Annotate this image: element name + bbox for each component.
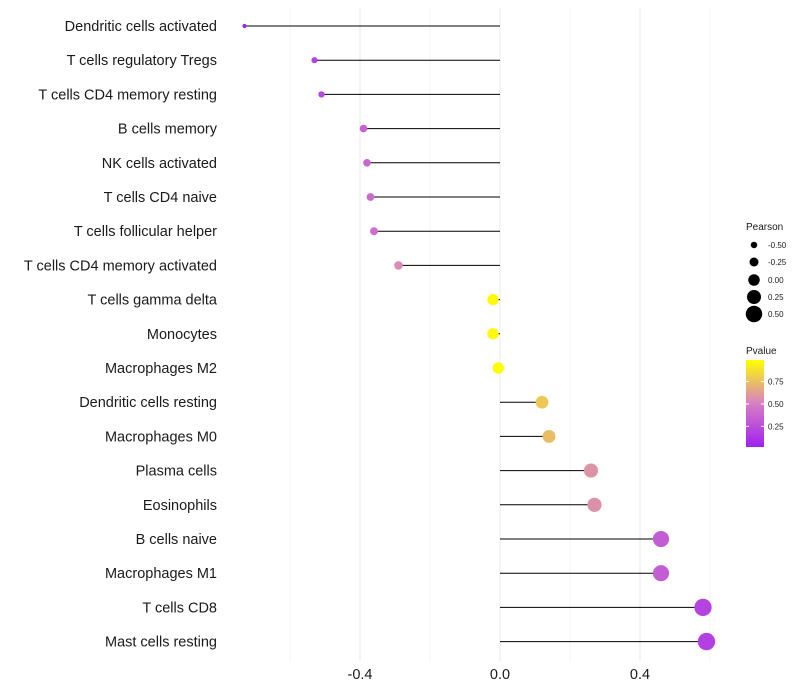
point-mast-cells-resting [697, 632, 716, 651]
y-label-dendritic-cells-activated: Dendritic cells activated [65, 19, 217, 35]
y-label-b-cells-memory: B cells memory [118, 122, 218, 138]
x-axis-ticks: -0.4 0.0 0.4 [348, 667, 651, 683]
y-label-eosinophils: Eosinophils [143, 498, 217, 514]
point-plasma-cells [583, 463, 599, 478]
y-label-monocytes: Monocytes [147, 327, 217, 343]
color-legend-label: 0.50 [768, 400, 784, 409]
size-legend-dot [750, 241, 758, 249]
point-t-cells-cd8 [694, 598, 712, 617]
size-legend-label: 0.25 [768, 293, 784, 302]
size-legend-dot [745, 305, 763, 323]
point-t-cells-follicular-helper [370, 227, 378, 236]
y-label-plasma-cells: Plasma cells [136, 464, 217, 480]
y-label-macrophages-m0: Macrophages M0 [105, 429, 217, 445]
plot-panel [228, 8, 712, 661]
color-legend-bar [746, 360, 764, 447]
y-label-t-cells-cd8: T cells CD8 [142, 600, 217, 616]
y-label-t-cells-follicular-helper: T cells follicular helper [74, 224, 217, 240]
size-legend-dot [747, 290, 761, 304]
y-axis-labels: Dendritic cells activated T cells regulat… [24, 19, 218, 651]
point-t-cells-cd4-memory-activated [394, 261, 403, 270]
color-legend-label: 0.75 [768, 378, 784, 387]
size-legend-dot [748, 274, 760, 286]
size-legend-items: -0.50 -0.25 0.00 0.25 0.50 [745, 241, 787, 323]
x-tick-label: 0.4 [630, 667, 650, 683]
y-label-t-cells-gamma-delta: T cells gamma delta [88, 293, 218, 309]
x-tick-label: -0.4 [348, 667, 373, 683]
color-legend-title: Pvalue [746, 346, 777, 357]
size-legend-label: -0.50 [768, 241, 787, 250]
size-legend-label: -0.25 [768, 258, 787, 267]
y-label-mast-cells-resting: Mast cells resting [105, 635, 217, 651]
y-label-nk-cells-activated: NK cells activated [102, 156, 217, 172]
point-eosinophils [587, 497, 602, 512]
point-t-cells-cd4-memory-resting [318, 91, 325, 98]
point-macrophages-m2 [492, 362, 504, 374]
point-t-cells-cd4-naive [366, 193, 375, 201]
color-legend-ticks: 0.25 0.50 0.75 [746, 378, 784, 431]
point-t-cells-regulatory-tregs [311, 57, 318, 64]
x-tick-label: 0.0 [490, 667, 510, 683]
point-dendritic-cells-resting [535, 395, 549, 409]
point-t-cells-gamma-delta [487, 293, 499, 306]
y-label-t-cells-regulatory-tregs: T cells regulatory Tregs [67, 53, 217, 69]
point-dendritic-cells-activated [242, 23, 247, 29]
size-legend-label: 0.00 [768, 276, 784, 285]
y-label-dendritic-cells-resting: Dendritic cells resting [79, 395, 217, 411]
point-nk-cells-activated [363, 158, 371, 167]
color-legend-label: 0.25 [768, 422, 784, 431]
size-legend-title: Pearson [746, 222, 783, 233]
stem-layer [244, 25, 707, 643]
point-macrophages-m1 [652, 565, 670, 582]
y-label-macrophages-m1: Macrophages M1 [105, 566, 217, 582]
point-layer [242, 23, 716, 651]
size-legend-label: 0.50 [768, 310, 784, 319]
point-macrophages-m0 [542, 429, 556, 443]
point-b-cells-naive [652, 530, 670, 548]
y-label-t-cells-cd4-memory-activated: T cells CD4 memory activated [24, 258, 217, 274]
y-label-b-cells-naive: B cells naive [136, 532, 217, 548]
y-label-t-cells-cd4-naive: T cells CD4 naive [104, 190, 217, 206]
legend: Pearson -0.50 -0.25 0.00 0.25 0.50 Pvalue 0.… [745, 222, 787, 447]
y-label-t-cells-cd4-memory-resting: T cells CD4 memory resting [38, 87, 217, 103]
grid-layer [228, 8, 712, 661]
y-label-macrophages-m2: Macrophages M2 [105, 361, 217, 377]
point-b-cells-memory [359, 124, 368, 133]
size-legend-dot [749, 257, 759, 267]
point-monocytes [487, 328, 499, 340]
